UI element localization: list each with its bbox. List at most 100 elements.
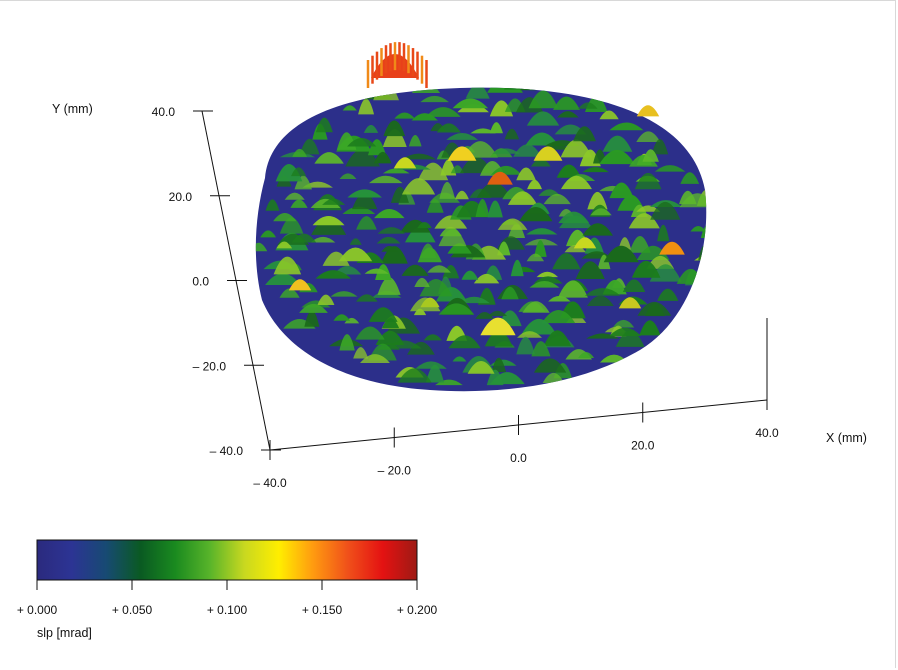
surface-bump (454, 190, 469, 200)
surface-bump (446, 132, 478, 140)
surface-bump (373, 151, 392, 164)
surface-bump (322, 198, 346, 205)
surface-bump (520, 87, 536, 91)
surface-bump (507, 191, 538, 205)
surface-bump (425, 107, 461, 117)
surface-bump (516, 336, 535, 355)
surface-bump (349, 238, 362, 245)
surface-bump (526, 111, 560, 126)
surface-bump (255, 242, 268, 252)
surface-bump (612, 319, 635, 328)
surface-bump (700, 225, 707, 239)
surface-bump (376, 236, 401, 244)
surface-bump (501, 286, 519, 300)
surface-bump (470, 128, 496, 134)
surface-peak (573, 237, 597, 249)
surface-bump (573, 126, 596, 142)
surface-bump (609, 327, 642, 336)
surface-bump (526, 253, 545, 262)
surface-bump (314, 152, 344, 164)
surface-bump (369, 175, 403, 184)
surface-bump (680, 172, 700, 184)
surface-bump (629, 235, 651, 253)
surface-bump (401, 178, 436, 195)
surface-bump (559, 215, 593, 229)
surface-bump (290, 199, 308, 208)
surface-bump (450, 165, 464, 174)
surface-bump (265, 273, 301, 286)
surface-bump (538, 189, 561, 196)
colorbar-tick-label: + 0.150 (302, 603, 343, 617)
surface-bump (363, 125, 379, 133)
surface-bump (578, 352, 595, 358)
surface-bump (353, 347, 369, 359)
surface-bump (528, 90, 559, 109)
surface-bump (338, 247, 373, 262)
surface-bump (347, 189, 382, 198)
y-tick-label: – 40.0 (210, 444, 244, 458)
x-tick-label: 20.0 (631, 439, 655, 453)
surface-bump (657, 288, 679, 301)
surface-bump (284, 192, 305, 200)
surface-bump (467, 361, 495, 374)
surface-bump (355, 326, 385, 340)
surface-bump (489, 122, 503, 134)
surface-bump (560, 175, 592, 190)
surface-bump (690, 225, 707, 232)
surface-bump (322, 251, 350, 266)
surface-peak (420, 297, 440, 308)
surface-bump (541, 310, 576, 324)
surface-bump (458, 296, 490, 304)
y-axis-title: Y (mm) (52, 102, 93, 116)
surface-bump (473, 273, 500, 284)
surface-bump (557, 111, 579, 118)
surface-bump (587, 295, 614, 307)
colorbar-tick-label: + 0.100 (207, 603, 248, 617)
x-tick-label: – 20.0 (378, 464, 412, 478)
surface-bump (517, 331, 542, 338)
surface-bump (609, 122, 644, 131)
surface-bump (330, 291, 358, 297)
surface-bump (417, 221, 432, 229)
surface-bump (423, 334, 442, 341)
surface-bump (415, 361, 447, 369)
surface-bump (299, 138, 320, 155)
colorbar-gradient (36, 539, 418, 581)
surface-bump (582, 223, 613, 236)
surface-bump (291, 233, 317, 243)
surface-bump (504, 128, 520, 140)
surface-bump (513, 144, 542, 157)
surface-bump (475, 199, 490, 217)
surface-bump (637, 301, 672, 316)
surface-bump (490, 372, 525, 385)
surface-bump (273, 213, 297, 222)
surface-plot (255, 42, 707, 392)
surface-bump (475, 312, 494, 319)
surface-bump (408, 135, 422, 147)
surface-bump (374, 209, 405, 219)
surface-bump (622, 279, 646, 293)
surface-peak (533, 146, 563, 161)
surface-bump (529, 280, 560, 288)
x-tick-label: – 40.0 (253, 476, 287, 490)
surface-bump (356, 216, 377, 230)
colorbar-tick-label: + 0.050 (112, 603, 153, 617)
surface-bump (414, 277, 430, 288)
surface-bump (599, 110, 619, 120)
surface-bump (377, 277, 401, 295)
surface-bump (312, 216, 345, 226)
surface-bump (578, 102, 598, 109)
surface-bump (639, 320, 661, 336)
surface-bump (383, 120, 406, 137)
surface-bump (679, 190, 697, 205)
surface-bump (452, 356, 467, 362)
colorbar: + 0.000 + 0.050 + 0.100 + 0.150 + 0.200 slp … (17, 539, 438, 640)
surface-peak (636, 105, 660, 117)
surface-bump (503, 87, 536, 90)
surface-bump (291, 167, 307, 177)
surface-bump (631, 260, 661, 278)
axes: – 40.0 – 20.0 0.0 20.0 40.0 – 40.0 – 20.0 0.0 2… (52, 102, 867, 490)
surface-bump (510, 259, 524, 277)
surface-bump (448, 335, 481, 349)
